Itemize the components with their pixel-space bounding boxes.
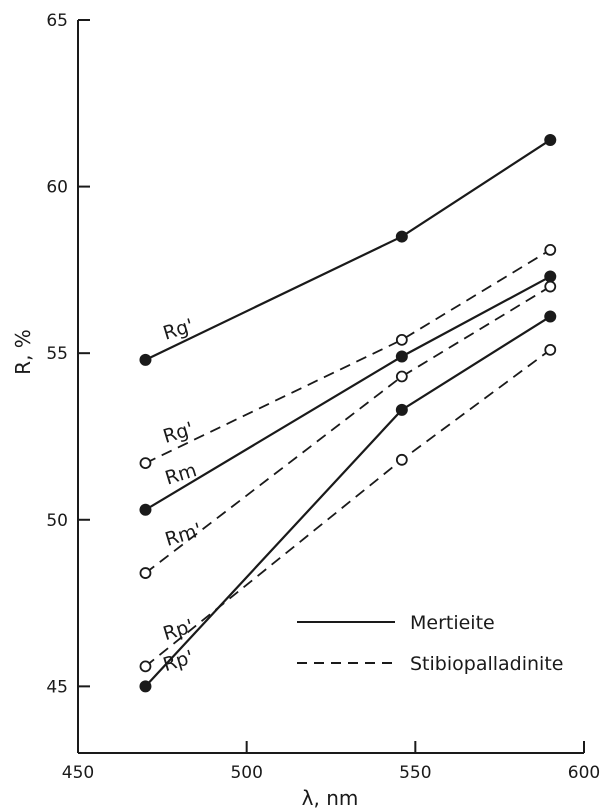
y-tick-label: 65 xyxy=(46,11,68,31)
legend-label-mertieite: Mertieite xyxy=(410,612,495,634)
data-point xyxy=(395,403,408,416)
y-tick-label: 50 xyxy=(46,511,68,531)
legend-label-stibiopalladinite: Stibiopalladinite xyxy=(410,653,563,675)
series-line xyxy=(145,249,551,464)
axes: 45 50 55 60 65 450 500 550 600 xyxy=(46,11,600,783)
series-label: Rg' xyxy=(160,418,196,448)
data-point xyxy=(395,230,408,243)
series-line xyxy=(144,285,551,574)
data-point xyxy=(544,133,557,146)
data-point xyxy=(544,310,557,323)
data-point xyxy=(139,457,152,470)
data-point xyxy=(139,567,152,579)
legend: Mertieite Stibiopalladinite xyxy=(297,612,563,675)
data-point xyxy=(544,243,557,256)
x-axis-label: λ, nm xyxy=(302,786,359,810)
series-lines xyxy=(144,139,551,688)
data-point xyxy=(395,370,408,383)
x-tick-label: 500 xyxy=(230,763,262,783)
data-point xyxy=(395,453,408,466)
series-label: Rm' xyxy=(162,519,204,551)
data-point xyxy=(139,660,152,673)
series-label: Rg' xyxy=(160,315,196,345)
data-point xyxy=(544,270,557,283)
data-point xyxy=(395,333,408,346)
series-points xyxy=(139,133,557,693)
data-point xyxy=(544,343,557,356)
data-point xyxy=(139,680,152,693)
x-tick-label: 550 xyxy=(399,763,431,783)
series-label: Rp' xyxy=(160,615,196,645)
y-axis-label: R, % xyxy=(11,329,35,375)
data-point xyxy=(544,280,557,293)
data-point xyxy=(139,353,152,366)
series-label: Rm xyxy=(162,459,199,489)
series-line xyxy=(144,275,551,511)
data-point xyxy=(139,503,152,516)
y-tick-label: 55 xyxy=(46,344,68,364)
x-tick-label: 450 xyxy=(62,763,94,783)
x-tick-label: 600 xyxy=(568,763,600,783)
series-line xyxy=(144,139,551,361)
y-tick-label: 45 xyxy=(46,677,68,697)
y-tick-label: 60 xyxy=(46,178,68,198)
data-point xyxy=(395,350,408,363)
